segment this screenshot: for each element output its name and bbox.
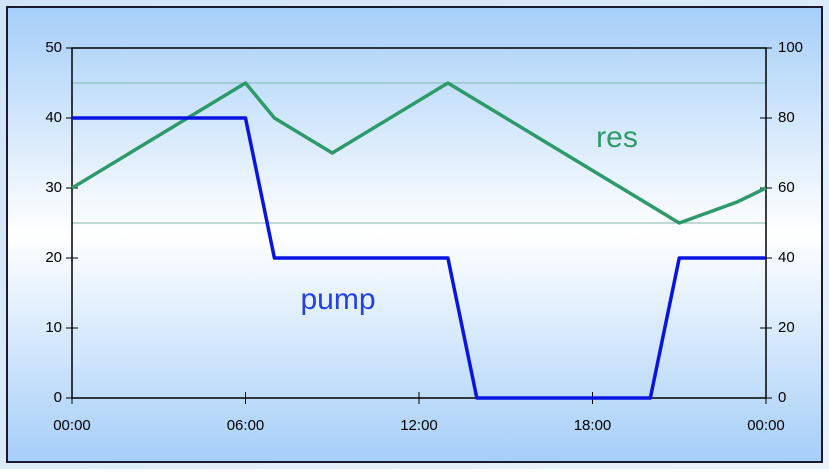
y-tick-label: 50 (45, 39, 62, 56)
series-line (72, 116, 766, 400)
y2-tick-label: 0 (778, 389, 786, 406)
y2-tick-label: 20 (778, 319, 795, 336)
chart-panel (6, 6, 823, 463)
x-tick-label: 06:00 (227, 417, 265, 434)
y2-tick-label: 80 (778, 109, 795, 126)
y2-tick-label: 100 (778, 39, 803, 56)
annotation: res (596, 121, 638, 154)
y-tick-label: 10 (45, 319, 62, 336)
series-line (71, 81, 767, 225)
y2-tick-label: 60 (778, 179, 795, 196)
y-tick-label: 20 (45, 249, 62, 266)
annotation: pump (300, 283, 375, 316)
x-tick-label: 00:00 (747, 417, 785, 434)
x-tick-label: 12:00 (400, 417, 438, 434)
y-tick-label: 0 (54, 389, 62, 406)
x-tick-label: 18:00 (574, 417, 612, 434)
y-tick-label: 30 (45, 179, 62, 196)
y2-tick-label: 40 (778, 249, 795, 266)
x-tick-label: 00:00 (53, 417, 91, 434)
y-tick-label: 40 (45, 109, 62, 126)
